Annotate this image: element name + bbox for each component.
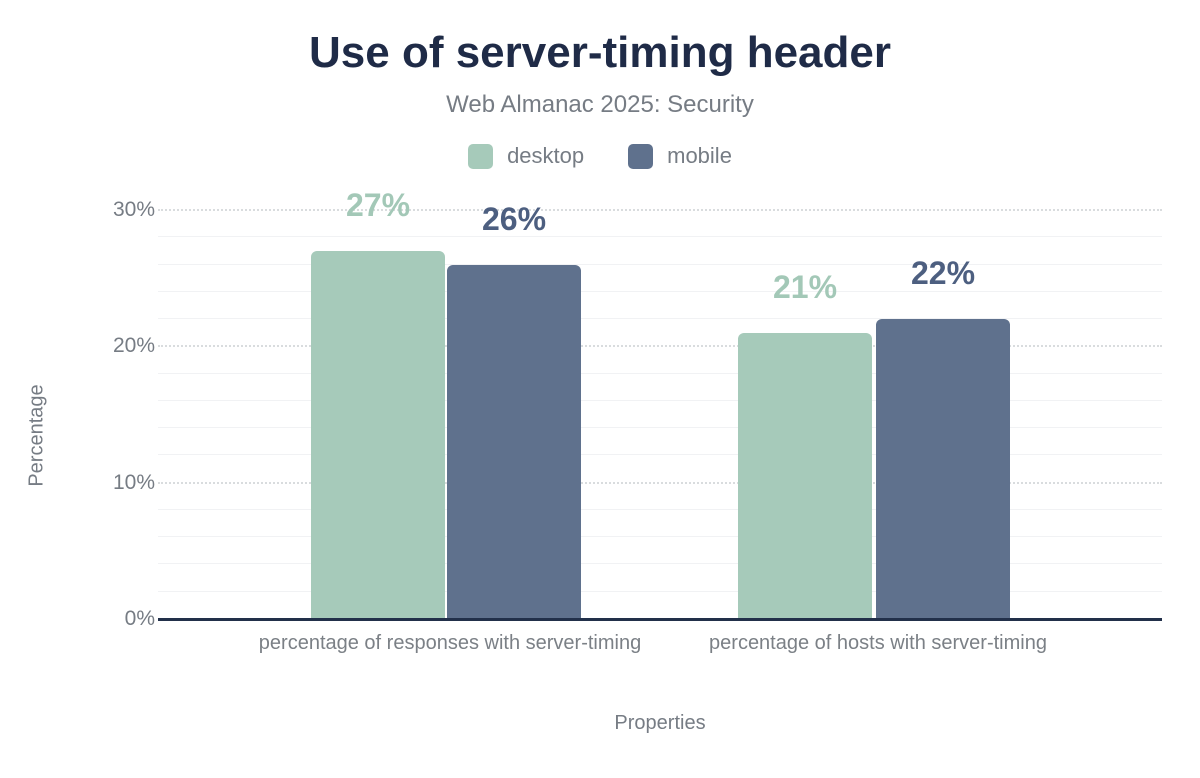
bar-value-label: 26% — [481, 200, 547, 237]
minor-gridline — [158, 508, 1162, 510]
x-axis-title: Properties — [614, 712, 706, 734]
minor-gridline — [158, 536, 1162, 538]
minor-gridline — [158, 399, 1162, 401]
bar-value-label: 21% — [772, 268, 838, 305]
major-gridline — [158, 481, 1162, 484]
legend: desktop mobile — [0, 143, 1200, 169]
minor-gridline — [158, 372, 1162, 374]
legend-item-desktop: desktop — [468, 143, 584, 169]
major-gridline — [158, 345, 1162, 348]
minor-gridline — [158, 290, 1162, 292]
minor-gridline — [158, 236, 1162, 238]
legend-label-mobile: mobile — [667, 143, 732, 168]
x-axis-line — [158, 618, 1162, 621]
minor-gridline — [158, 563, 1162, 565]
mobile-swatch-icon — [628, 143, 654, 169]
x-category-label-responses: percentage of responses with server-timi… — [258, 632, 642, 654]
major-gridline — [158, 209, 1162, 211]
bar-value-label: 27% — [345, 186, 411, 223]
minor-gridline — [158, 427, 1162, 429]
legend-item-mobile: mobile — [628, 143, 732, 169]
minor-gridline — [158, 263, 1162, 265]
y-tick-label: 0% — [124, 607, 155, 630]
chart-title: Use of server-timing header — [309, 28, 891, 77]
legend-label-desktop: desktop — [507, 143, 585, 168]
minor-gridline — [158, 454, 1162, 456]
x-category-label-hosts: percentage of hosts with server-timing — [709, 632, 1047, 654]
y-tick-label: 30% — [112, 198, 155, 221]
desktop-swatch-icon — [468, 143, 494, 169]
bar-mobile-responses — [447, 264, 581, 619]
y-tick-label: 20% — [112, 334, 155, 358]
y-axis-title: Percentage — [25, 384, 48, 487]
y-tick-label: 10% — [112, 470, 155, 494]
bar-desktop-hosts — [738, 332, 872, 619]
chart-subtitle: Web Almanac 2025: Security — [446, 91, 754, 118]
bar-mobile-hosts — [876, 319, 1010, 619]
minor-gridline — [158, 590, 1162, 592]
minor-gridline — [158, 318, 1162, 320]
bar-desktop-responses — [311, 250, 445, 619]
bar-value-label: 22% — [910, 255, 976, 292]
